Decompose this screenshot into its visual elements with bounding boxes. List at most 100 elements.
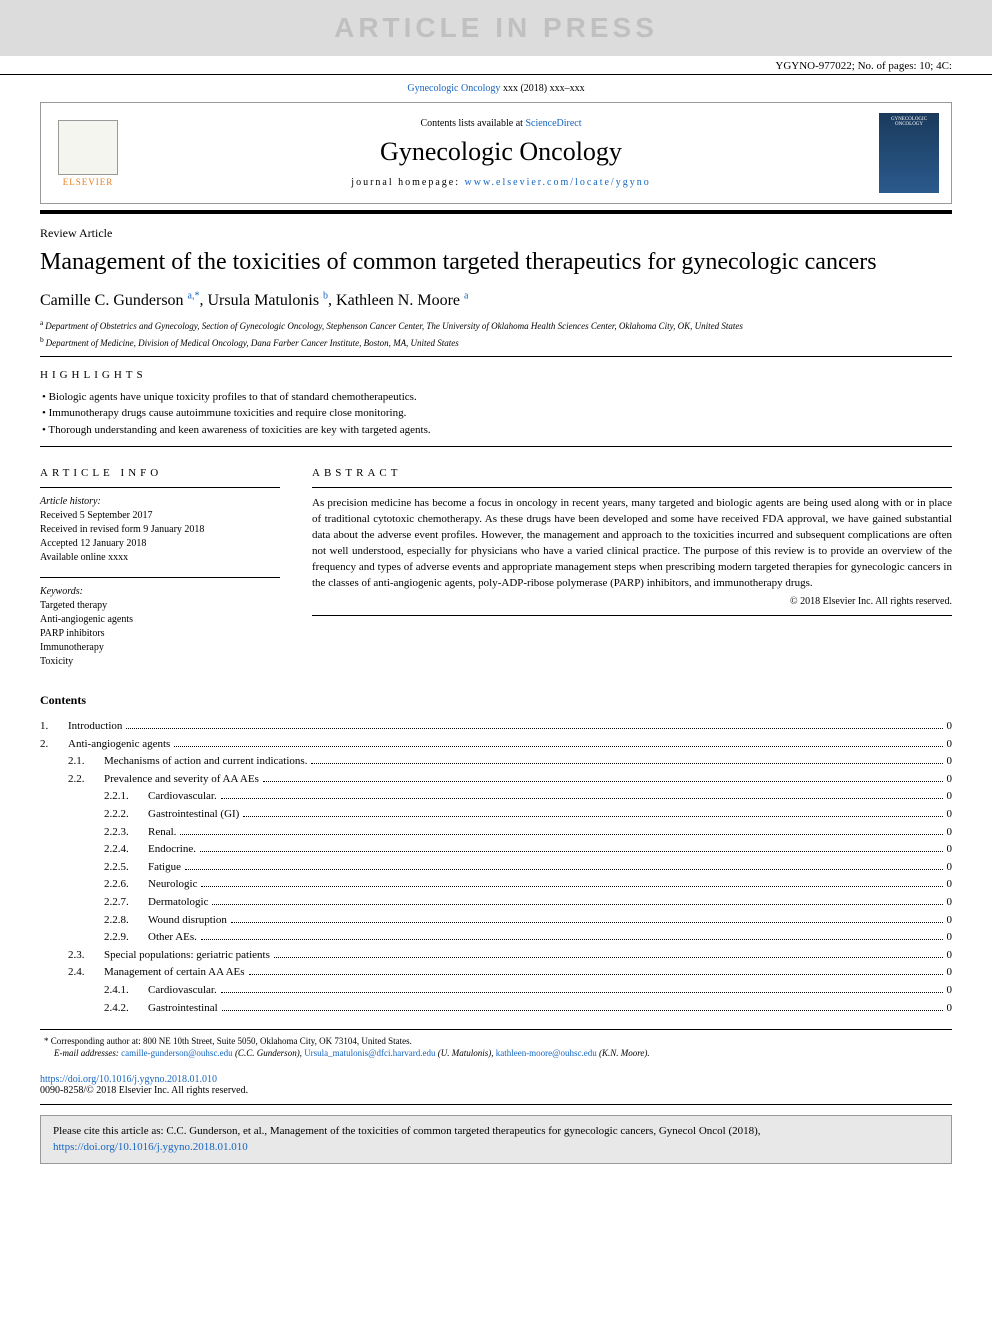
toc-entry[interactable]: 2.2.7.Dermatologic 0	[40, 894, 952, 912]
toc-title: Gastrointestinal (GI)	[148, 806, 239, 824]
toc-entry[interactable]: 2.2.Prevalence and severity of AA AEs0	[40, 771, 952, 789]
toc-page: 0	[947, 947, 953, 965]
journal-reference: Gynecologic Oncology xxx (2018) xxx–xxx	[0, 75, 992, 102]
toc-title: Management of certain AA AEs	[104, 964, 245, 982]
author-mark: a,*	[188, 290, 200, 301]
abstract-copyright: © 2018 Elsevier Inc. All rights reserved…	[312, 596, 952, 607]
toc-num: 2.2.7.	[104, 894, 148, 912]
cite-text: Please cite this article as: C.C. Gunder…	[53, 1125, 761, 1137]
email-link[interactable]: Ursula_matulonis@dfci.harvard.edu	[304, 1048, 435, 1058]
toc-num: 2.2.6.	[104, 876, 148, 894]
toc-leader	[222, 1010, 943, 1011]
divider	[40, 210, 952, 214]
toc-entry[interactable]: 2.2.8.Wound disruption0	[40, 912, 952, 930]
toc-title: Endocrine.	[148, 841, 196, 859]
toc-title: Cardiovascular.	[148, 982, 217, 1000]
toc-entry[interactable]: 2.2.4.Endocrine.0	[40, 841, 952, 859]
email-author: (U. Matulonis),	[435, 1048, 495, 1058]
toc-page: 0	[947, 841, 953, 859]
toc-title: Special populations: geriatric patients	[104, 947, 270, 965]
abstract-column: ABSTRACT As precision medicine has becom…	[312, 455, 952, 669]
toc-entry[interactable]: 2.1.Mechanisms of action and current ind…	[40, 753, 952, 771]
toc-entry[interactable]: 2.4.1.Cardiovascular.0	[40, 982, 952, 1000]
toc-page: 0	[947, 718, 953, 736]
authors-line: Camille C. Gunderson a,*, Ursula Matulon…	[40, 290, 952, 309]
sciencedirect-link[interactable]: ScienceDirect	[525, 118, 581, 129]
toc-entry[interactable]: 2.2.9.Other AEs.0	[40, 929, 952, 947]
toc-leader	[249, 974, 943, 975]
keyword-item: Targeted therapy	[40, 599, 280, 613]
email-link[interactable]: kathleen-moore@ouhsc.edu	[496, 1048, 597, 1058]
keyword-item: Toxicity	[40, 655, 280, 669]
toc-num: 2.2.1.	[104, 788, 148, 806]
citation-box: Please cite this article as: C.C. Gunder…	[40, 1115, 952, 1164]
author: Camille C. Gunderson a,*	[40, 292, 200, 309]
toc-entry[interactable]: 2.3.Special populations: geriatric patie…	[40, 947, 952, 965]
toc-leader	[221, 798, 943, 799]
divider	[40, 446, 952, 447]
toc-num: 2.2.3.	[104, 824, 148, 842]
toc-entry[interactable]: 2.2.5.Fatigue0	[40, 859, 952, 877]
toc-page: 0	[947, 876, 953, 894]
cite-doi-link[interactable]: https://doi.org/10.1016/j.ygyno.2018.01.…	[53, 1141, 248, 1153]
toc-leader	[174, 746, 942, 747]
toc-entry[interactable]: 2.2.3.Renal. 0	[40, 824, 952, 842]
email-author: (K.N. Moore).	[597, 1048, 650, 1058]
toc-page: 0	[947, 771, 953, 789]
abstract-text: As precision medicine has become a focus…	[312, 496, 952, 592]
toc-num: 2.4.2.	[104, 1000, 148, 1018]
toc-entry[interactable]: 1.Introduction0	[40, 718, 952, 736]
article-title: Management of the toxicities of common t…	[40, 247, 952, 278]
toc-page: 0	[947, 859, 953, 877]
keyword-item: Immunotherapy	[40, 641, 280, 655]
email-link[interactable]: camille-gunderson@ouhsc.edu	[121, 1048, 233, 1058]
email-addresses: E-mail addresses: camille-gunderson@ouhs…	[40, 1048, 952, 1058]
author-mark: b	[323, 290, 328, 301]
cover-title: GYNECOLOGIC ONCOLOGY	[879, 117, 939, 127]
contents-heading: Contents	[40, 693, 952, 708]
journal-cover-thumb[interactable]: GYNECOLOGIC ONCOLOGY	[879, 113, 939, 193]
journal-ref-link[interactable]: Gynecologic Oncology	[407, 83, 500, 94]
article-in-press-banner: ARTICLE IN PRESS	[0, 0, 992, 56]
table-of-contents: 1.Introduction02.Anti-angiogenic agents0…	[40, 718, 952, 1017]
toc-page: 0	[947, 912, 953, 930]
corresponding-prefix: * Corresponding author at:	[44, 1036, 143, 1046]
toc-num: 2.2.2.	[104, 806, 148, 824]
toc-entry[interactable]: 2.Anti-angiogenic agents0	[40, 736, 952, 754]
toc-num: 1.	[40, 718, 68, 736]
keywords-block: Targeted therapyAnti-angiogenic agentsPA…	[40, 599, 280, 669]
toc-entry[interactable]: 2.2.1.Cardiovascular.0	[40, 788, 952, 806]
toc-num: 2.2.	[68, 771, 104, 789]
toc-page: 0	[947, 736, 953, 754]
journal-ref-suffix: xxx (2018) xxx–xxx	[500, 83, 584, 94]
elsevier-logo[interactable]: ELSEVIER	[53, 113, 123, 193]
affiliation: b Department of Medicine, Division of Me…	[40, 335, 952, 348]
toc-leader	[212, 904, 942, 905]
doi-link[interactable]: https://doi.org/10.1016/j.ygyno.2018.01.…	[40, 1074, 217, 1085]
toc-title: Dermatologic	[148, 894, 208, 912]
toc-page: 0	[947, 806, 953, 824]
toc-entry[interactable]: 2.4.Management of certain AA AEs0	[40, 964, 952, 982]
issn-copyright: 0090-8258/© 2018 Elsevier Inc. All right…	[40, 1085, 248, 1096]
divider	[40, 577, 280, 578]
toc-page: 0	[947, 824, 953, 842]
toc-title: Renal.	[148, 824, 176, 842]
article-info-column: ARTICLE INFO Article history: Received 5…	[40, 455, 280, 669]
toc-leader	[201, 939, 943, 940]
toc-title: Mechanisms of action and current indicat…	[104, 753, 307, 771]
toc-leader	[221, 992, 943, 993]
toc-entry[interactable]: 2.4.2.Gastrointestinal0	[40, 1000, 952, 1018]
highlight-item: Biologic agents have unique toxicity pro…	[42, 389, 952, 406]
homepage-link[interactable]: www.elsevier.com/locate/ygyno	[465, 177, 651, 188]
toc-num: 2.4.	[68, 964, 104, 982]
contents-available-line: Contents lists available at ScienceDirec…	[139, 118, 863, 129]
keyword-item: Anti-angiogenic agents	[40, 613, 280, 627]
contents-prefix: Contents lists available at	[420, 118, 525, 129]
toc-entry[interactable]: 2.2.6.Neurologic0	[40, 876, 952, 894]
affiliation: a Department of Obstetrics and Gynecolog…	[40, 318, 952, 331]
toc-page: 0	[947, 894, 953, 912]
email-label: E-mail addresses:	[54, 1048, 121, 1058]
highlight-item: Immunotherapy drugs cause autoimmune tox…	[42, 405, 952, 422]
toc-entry[interactable]: 2.2.2.Gastrointestinal (GI) 0	[40, 806, 952, 824]
elsevier-label: ELSEVIER	[63, 177, 114, 187]
